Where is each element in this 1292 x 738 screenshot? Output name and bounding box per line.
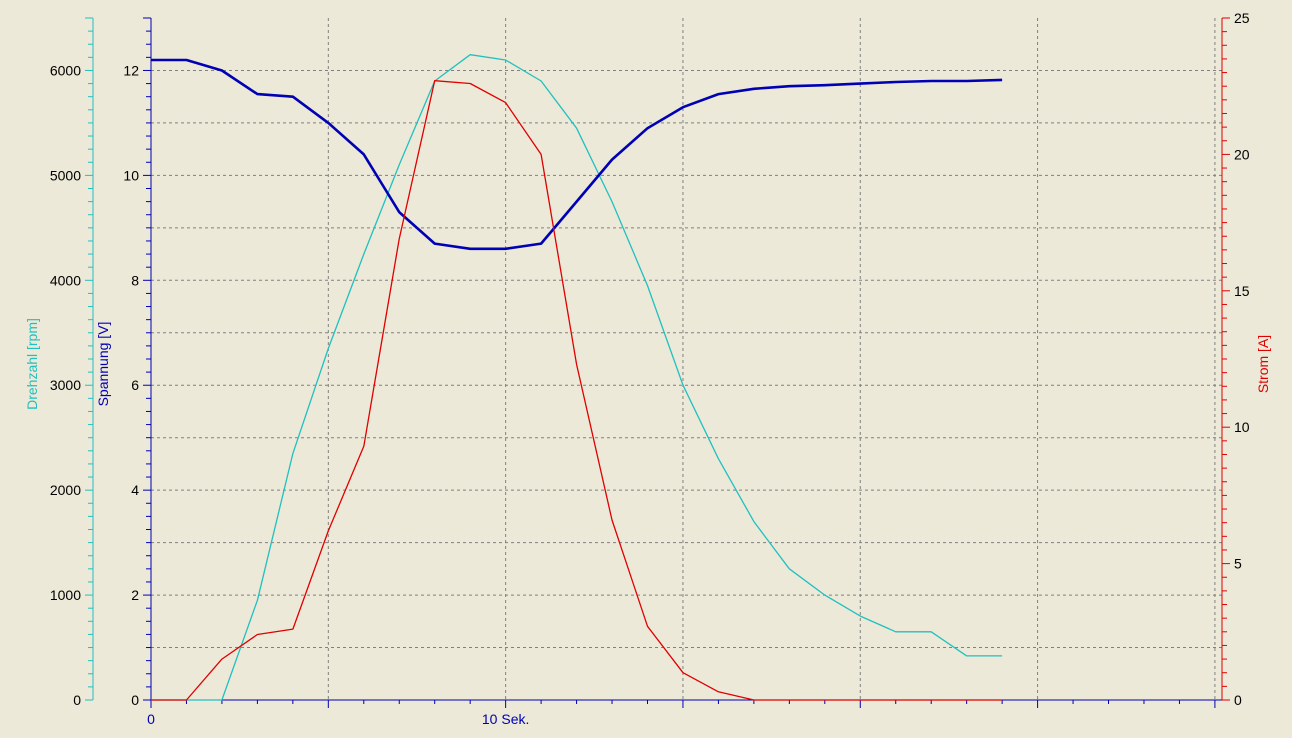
x-tick-label: 10 Sek. [482,711,529,727]
drehzahl-tick-label: 4000 [50,272,81,288]
spannung-tick-label: 10 [123,167,139,183]
strom-tick-label: 5 [1234,556,1242,572]
drehzahl-tick-label: 2000 [50,482,81,498]
spannung-tick-label: 12 [123,62,139,78]
spannung-tick-label: 2 [131,587,139,603]
drehzahl-tick-label: 3000 [50,377,81,393]
spannung-tick-label: 6 [131,377,139,393]
drehzahl-axis-title: Drehzahl [rpm] [24,318,40,410]
drehzahl-tick-label: 5000 [50,167,81,183]
strom-series-line [151,80,1003,701]
axes: 0 10 Sek. 0 1000 2000 3000 4000 5000 6000 0 2 4 6 8 10… [50,10,1250,727]
strom-tick-label: 15 [1234,283,1250,299]
drehzahl-tick-label: 6000 [50,62,81,78]
strom-tick-label: 0 [1234,692,1242,708]
spannung-tick-label: 0 [131,692,139,708]
drehzahl-tick-label: 0 [73,692,81,708]
strom-tick-label: 25 [1234,10,1250,26]
spannung-tick-label: 8 [131,272,139,288]
grid-lines [151,18,1222,700]
spannung-axis-title: Spannung [V] [95,322,111,407]
strom-axis-title: Strom [A] [1255,335,1271,393]
drehzahl-series-line [151,54,1003,701]
strom-tick-label: 20 [1234,146,1250,162]
strom-tick-label: 10 [1234,419,1250,435]
drehzahl-tick-label: 1000 [50,587,81,603]
spannung-series-line [151,58,1003,251]
spannung-tick-label: 4 [131,482,139,498]
series-lines [151,54,1003,701]
x-tick-label: 0 [147,711,155,727]
